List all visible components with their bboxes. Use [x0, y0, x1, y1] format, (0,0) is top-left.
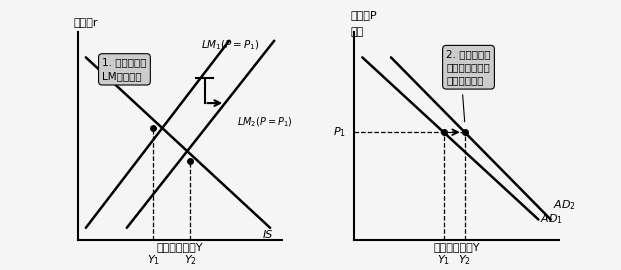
Text: 水平: 水平 — [350, 26, 363, 36]
Text: 1. 货币扩张使
LM曲线移动: 1. 货币扩张使 LM曲线移动 — [102, 57, 147, 81]
Text: IS: IS — [263, 230, 273, 240]
Text: $Y_1$: $Y_1$ — [437, 253, 450, 266]
Text: $LM_2(P=P_1)$: $LM_2(P=P_1)$ — [237, 116, 293, 129]
Text: $Y_2$: $Y_2$ — [184, 253, 197, 266]
Text: $Y_1$: $Y_1$ — [147, 253, 160, 266]
Text: $P_1$: $P_1$ — [333, 125, 346, 139]
Text: 利率，r: 利率，r — [73, 18, 98, 28]
Text: $AD_1$: $AD_1$ — [540, 212, 563, 227]
Text: 2. 增加了任何
一种既定物价水
平上的总需求: 2. 增加了任何 一种既定物价水 平上的总需求 — [446, 49, 491, 85]
Text: $Y_2$: $Y_2$ — [458, 253, 471, 266]
Text: $AD_2$: $AD_2$ — [553, 198, 576, 212]
X-axis label: 收入，产出，Y: 收入，产出，Y — [433, 242, 480, 252]
Text: 价格，P: 价格，P — [350, 10, 376, 20]
Text: $LM_1(P=P_1)$: $LM_1(P=P_1)$ — [201, 39, 260, 52]
X-axis label: 收入，产出，Y: 收入，产出，Y — [156, 242, 203, 252]
